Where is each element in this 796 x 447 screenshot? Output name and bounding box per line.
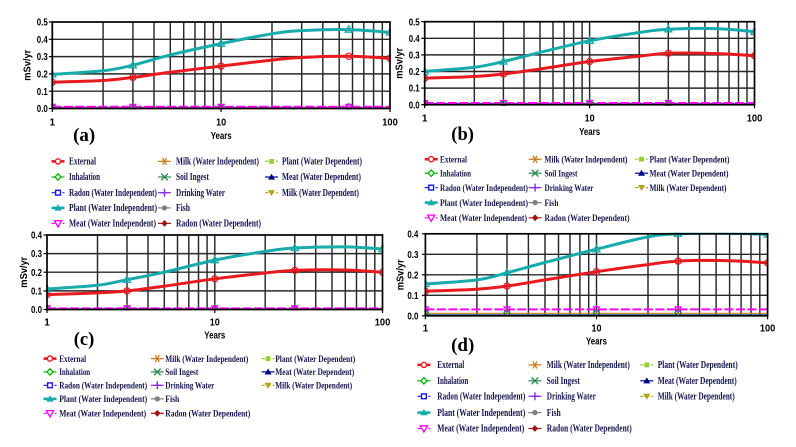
svg-text:0.3: 0.3	[31, 249, 42, 260]
svg-text:Years: Years	[579, 127, 600, 138]
svg-text:0.0: 0.0	[37, 104, 48, 115]
svg-text:0.2: 0.2	[407, 270, 418, 281]
svg-text:Drinking Water: Drinking Water	[545, 183, 595, 194]
svg-text:100: 100	[760, 323, 776, 334]
svg-text:0.4: 0.4	[31, 231, 42, 242]
svg-text:External: External	[69, 157, 96, 168]
svg-text:0.4: 0.4	[407, 229, 418, 240]
svg-text:(d): (d)	[451, 335, 474, 356]
svg-text:1: 1	[422, 113, 428, 124]
svg-text:Radon (Water Dependent): Radon (Water Dependent)	[176, 219, 261, 230]
svg-text:0.3: 0.3	[407, 250, 418, 261]
svg-text:Milk (Water Dependent): Milk (Water Dependent)	[282, 188, 359, 199]
svg-text:Radon (Water Dependent): Radon (Water Dependent)	[547, 424, 632, 435]
svg-text:Radon (Water Independent): Radon (Water Independent)	[437, 392, 525, 403]
svg-text:Meat (Water Independent): Meat (Water Independent)	[440, 213, 527, 224]
svg-text:Soil Ingest: Soil Ingest	[545, 168, 579, 179]
svg-text:100: 100	[747, 113, 763, 124]
svg-text:External: External	[59, 355, 86, 365]
svg-text:Milk (Water Dependent): Milk (Water Dependent)	[275, 381, 352, 392]
svg-text:Meat (Water Dependent): Meat (Water Dependent)	[658, 376, 737, 387]
svg-text:0.5: 0.5	[409, 17, 420, 28]
svg-text:0.4: 0.4	[37, 35, 48, 46]
svg-text:100: 100	[375, 317, 391, 328]
svg-text:(a): (a)	[73, 125, 95, 146]
svg-text:Milk (Water Independent): Milk (Water Independent)	[545, 154, 628, 165]
svg-text:Years: Years	[586, 337, 607, 348]
svg-text:Milk (Water Dependent): Milk (Water Dependent)	[658, 392, 735, 403]
svg-text:External: External	[437, 360, 464, 371]
svg-text:Soil Ingest: Soil Ingest	[547, 376, 580, 387]
svg-text:Meat (Water Independent): Meat (Water Independent)	[59, 409, 146, 420]
svg-text:Fish: Fish	[547, 408, 561, 419]
svg-text:Drinking Water: Drinking Water	[547, 392, 596, 403]
svg-text:Meat (Water Dependent): Meat (Water Dependent)	[650, 168, 729, 179]
svg-text:Drinking Water: Drinking Water	[165, 382, 214, 392]
svg-text:1: 1	[50, 117, 56, 128]
svg-text:mSv/yr: mSv/yr	[395, 48, 406, 79]
svg-text:10: 10	[585, 113, 595, 124]
svg-text:Inhalation: Inhalation	[437, 376, 468, 387]
svg-text:Milk (Water Independent): Milk (Water Independent)	[547, 360, 630, 371]
svg-text:(b): (b)	[451, 125, 474, 145]
svg-text:Milk (Water Independent): Milk (Water Independent)	[176, 157, 259, 168]
svg-text:Milk (Water Dependent): Milk (Water Dependent)	[650, 183, 727, 194]
svg-text:Meat (Water Dependent): Meat (Water Dependent)	[282, 172, 361, 183]
svg-text:10: 10	[592, 323, 602, 334]
svg-text:Fish: Fish	[165, 395, 180, 405]
svg-text:Plant (Water Dependent): Plant (Water Dependent)	[282, 157, 362, 168]
svg-text:Plant (Water Independent): Plant (Water Independent)	[440, 198, 528, 209]
svg-text:Radon (Water Dependent): Radon (Water Dependent)	[545, 213, 630, 224]
svg-text:Plant (Water Dependent): Plant (Water Dependent)	[650, 154, 730, 165]
svg-text:0.3: 0.3	[37, 52, 48, 63]
svg-text:Radon (Water Independent): Radon (Water Independent)	[59, 381, 147, 392]
svg-text:mSv/yr: mSv/yr	[19, 257, 30, 288]
svg-text:Inhalation: Inhalation	[69, 172, 100, 183]
svg-text:0.4: 0.4	[409, 34, 420, 45]
svg-text:0.2: 0.2	[31, 268, 42, 279]
svg-text:0.1: 0.1	[37, 87, 48, 98]
svg-text:0.3: 0.3	[409, 51, 420, 62]
svg-text:Plant (Water Dependent): Plant (Water Dependent)	[658, 360, 738, 371]
svg-text:1: 1	[423, 323, 429, 334]
svg-text:Radon (Water Independent): Radon (Water Independent)	[69, 188, 157, 199]
svg-text:mSv/yr: mSv/yr	[395, 259, 406, 290]
svg-text:Drinking Water: Drinking Water	[176, 188, 225, 199]
svg-text:1: 1	[44, 317, 50, 328]
svg-text:0.0: 0.0	[31, 305, 42, 316]
svg-text:Inhalation: Inhalation	[59, 368, 91, 378]
svg-text:0.0: 0.0	[407, 311, 418, 322]
svg-text:Milk (Water Independent): Milk (Water Independent)	[165, 354, 248, 365]
svg-text:Radon (Water Dependent): Radon (Water Dependent)	[165, 409, 250, 420]
svg-text:0.1: 0.1	[407, 291, 418, 302]
svg-text:Meat (Water Independent): Meat (Water Independent)	[69, 219, 156, 230]
svg-text:Radon (Water Independent): Radon (Water Independent)	[440, 183, 528, 194]
svg-text:Fish: Fish	[176, 203, 190, 214]
svg-text:Inhalation: Inhalation	[440, 168, 471, 179]
svg-text:mSv/yr: mSv/yr	[22, 50, 33, 81]
svg-text:0.2: 0.2	[409, 67, 420, 78]
svg-text:0.1: 0.1	[409, 84, 420, 95]
svg-text:0.5: 0.5	[37, 18, 48, 29]
svg-text:Plant (Water Independent): Plant (Water Independent)	[69, 203, 157, 214]
svg-text:Plant (Water Independent): Plant (Water Independent)	[59, 394, 147, 405]
svg-text:0.1: 0.1	[31, 287, 42, 298]
svg-text:Soil Ingest: Soil Ingest	[176, 172, 209, 183]
svg-text:(c): (c)	[74, 330, 95, 350]
svg-text:100: 100	[382, 117, 398, 128]
svg-text:Fish: Fish	[545, 198, 560, 209]
svg-text:Soil Ingest: Soil Ingest	[165, 368, 199, 378]
svg-text:Plant (Water Dependent): Plant (Water Dependent)	[275, 354, 355, 365]
svg-text:Years: Years	[211, 131, 232, 142]
svg-text:Meat (Water Dependent): Meat (Water Dependent)	[275, 367, 354, 378]
svg-text:0.0: 0.0	[409, 100, 420, 111]
svg-text:Years: Years	[204, 330, 225, 341]
svg-text:Plant (Water Independent): Plant (Water Independent)	[437, 408, 525, 419]
svg-text:External: External	[440, 154, 467, 165]
svg-text:0.2: 0.2	[37, 70, 48, 81]
svg-text:10: 10	[216, 117, 226, 128]
svg-text:10: 10	[210, 317, 220, 328]
svg-text:Meat (Water Independent): Meat (Water Independent)	[437, 424, 524, 435]
